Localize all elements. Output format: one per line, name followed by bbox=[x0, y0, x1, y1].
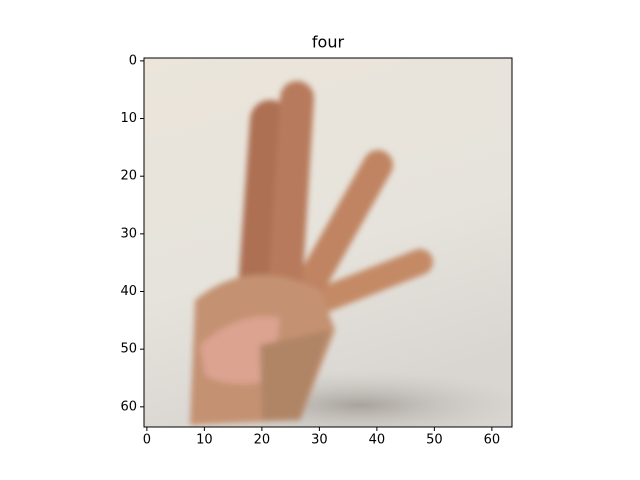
image bbox=[144, 58, 512, 427]
y-tick-label: 0 bbox=[129, 53, 137, 68]
x-tick-label: 20 bbox=[254, 433, 271, 448]
chart-title: four bbox=[312, 33, 345, 52]
x-tick-label: 40 bbox=[369, 433, 386, 448]
y-tick-label: 60 bbox=[120, 399, 137, 414]
y-tick-label: 10 bbox=[120, 111, 137, 126]
y-tick-label: 20 bbox=[120, 169, 137, 184]
x-tick-label: 60 bbox=[484, 433, 501, 448]
y-tick-label: 50 bbox=[120, 342, 137, 357]
axes-frame bbox=[143, 57, 513, 428]
y-tick-label: 40 bbox=[120, 284, 137, 299]
x-tick-label: 50 bbox=[426, 433, 443, 448]
y-tick-label: 30 bbox=[120, 226, 137, 241]
x-tick-label: 0 bbox=[143, 433, 151, 448]
x-tick-label: 10 bbox=[196, 433, 213, 448]
x-tick-label: 30 bbox=[311, 433, 328, 448]
